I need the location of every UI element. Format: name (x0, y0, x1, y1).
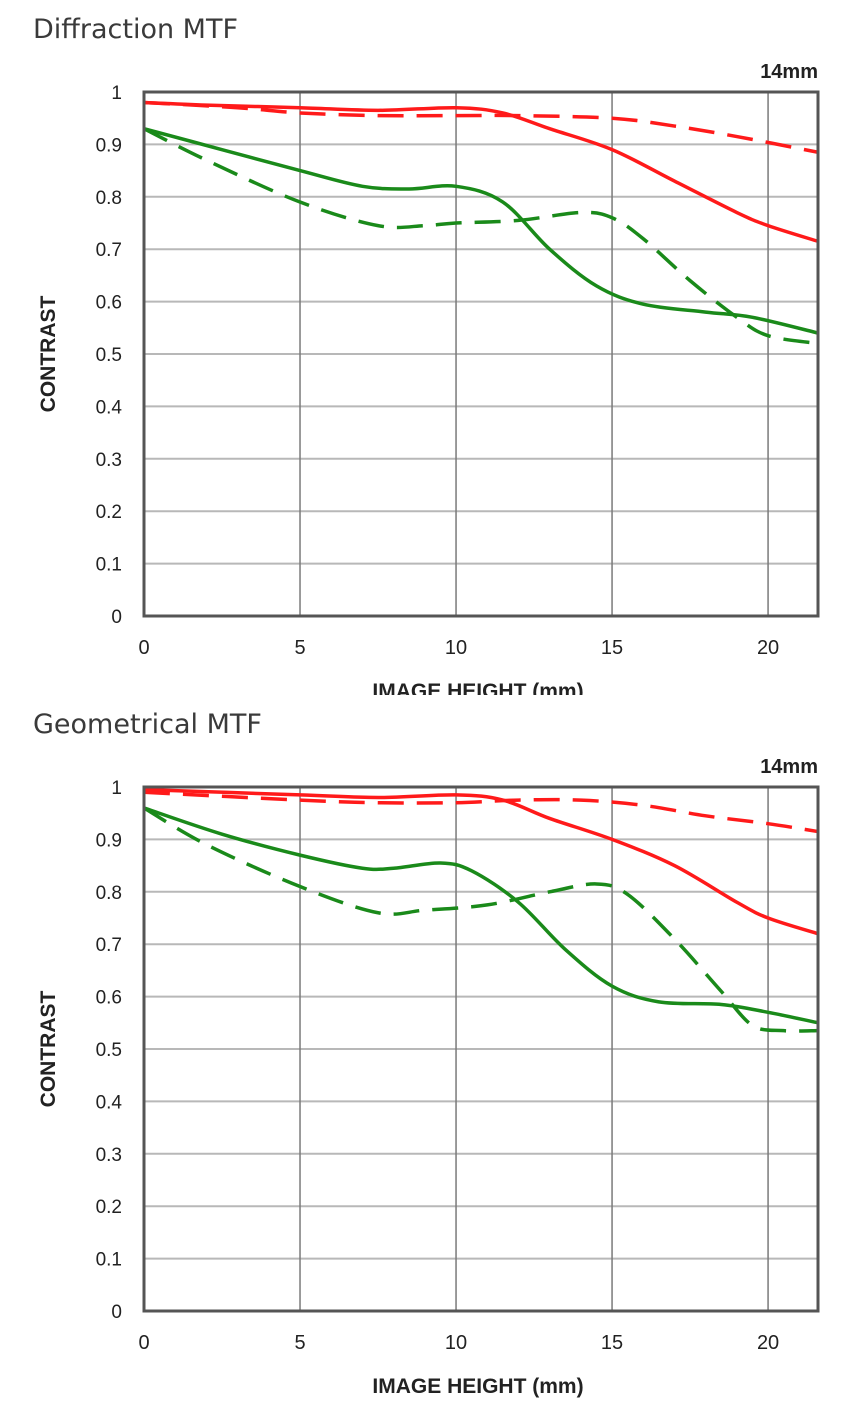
y-tick-label: 0.5 (96, 1040, 122, 1061)
x-tick-label: 0 (138, 1332, 149, 1354)
focal-length-annotation: 14mm (760, 756, 818, 778)
chart-title: Geometrical MTF (33, 709, 262, 740)
x-tick-label: 20 (757, 637, 779, 659)
x-tick-label: 15 (601, 637, 623, 659)
series-red-solid (143, 100, 819, 244)
y-tick-label: 0.9 (96, 830, 122, 851)
y-axis-label: CONTRAST (37, 296, 60, 413)
y-tick-label: 0.7 (96, 935, 122, 956)
plot-frame (142, 785, 820, 1313)
series-green-dashed (143, 127, 819, 346)
y-tick-label: 1 (111, 83, 122, 104)
geometrical-mtf-chart: 00.10.20.30.40.50.60.70.80.910 5 10 15 2014m… (37, 756, 820, 1398)
y-tick-label: 0 (111, 607, 122, 628)
series-green-solid (143, 126, 819, 335)
y-tick-label: 0.6 (96, 988, 122, 1009)
y-tick-label: 0.3 (96, 1145, 122, 1166)
y-tick-label: 0.2 (96, 502, 122, 523)
x-axis-label: IMAGE HEIGHT (mm) (372, 1375, 583, 1398)
plot-frame (142, 90, 820, 618)
y-tick-label: 0.7 (96, 240, 122, 261)
x-tick-label: 15 (601, 1332, 623, 1354)
x-tick-label: 10 (445, 1332, 467, 1354)
y-tick-label: 0.4 (96, 397, 123, 418)
x-axis-label: IMAGE HEIGHT (mm) (372, 680, 583, 695)
y-tick-label: 0.1 (96, 1250, 122, 1271)
geometrical-mtf-panel: Geometrical MTF 0 0.1 0.2 0.3 0.4 0.5 0.6 0.7 0.… (0, 695, 861, 1398)
y-tick-label: 0.1 (96, 555, 122, 576)
focal-length-annotation: 14mm (760, 61, 818, 83)
y-tick-label: 0 (111, 1302, 122, 1323)
x-tick-label: 20 (757, 1332, 779, 1354)
diffraction-mtf-panel: Diffraction MTF 0 0.1 0.2 0.3 0.4 0.5 0.6 0.7 0.… (0, 0, 861, 695)
y-axis-label: CONTRAST (37, 991, 60, 1108)
y-tick-label: 0.4 (96, 1092, 123, 1113)
series-green-solid (143, 806, 819, 1025)
y-tick-label: 0.5 (96, 345, 122, 366)
x-tick-label: 5 (294, 1332, 305, 1354)
series-red-dashed (143, 790, 819, 834)
diffraction-mtf-chart: 00.10.20.30.40.50.60.70.80.910 5 10 15 2014m… (37, 61, 820, 695)
y-tick-label: 1 (111, 778, 122, 799)
x-tick-label: 5 (294, 637, 305, 659)
x-tick-label: 10 (445, 637, 467, 659)
y-tick-label: 0.3 (96, 450, 122, 471)
chart-title: Diffraction MTF (33, 14, 239, 45)
x-tick-label: 0 (138, 637, 149, 659)
series-green-dashed (143, 806, 819, 1033)
y-tick-label: 0.2 (96, 1197, 122, 1218)
y-tick-label: 0.8 (96, 883, 122, 904)
y-tick-label: 0.6 (96, 293, 122, 314)
series-red-solid (143, 787, 819, 936)
y-tick-label: 0.8 (96, 188, 122, 209)
series-red-dashed (143, 100, 819, 154)
y-tick-label: 0.9 (96, 135, 122, 156)
